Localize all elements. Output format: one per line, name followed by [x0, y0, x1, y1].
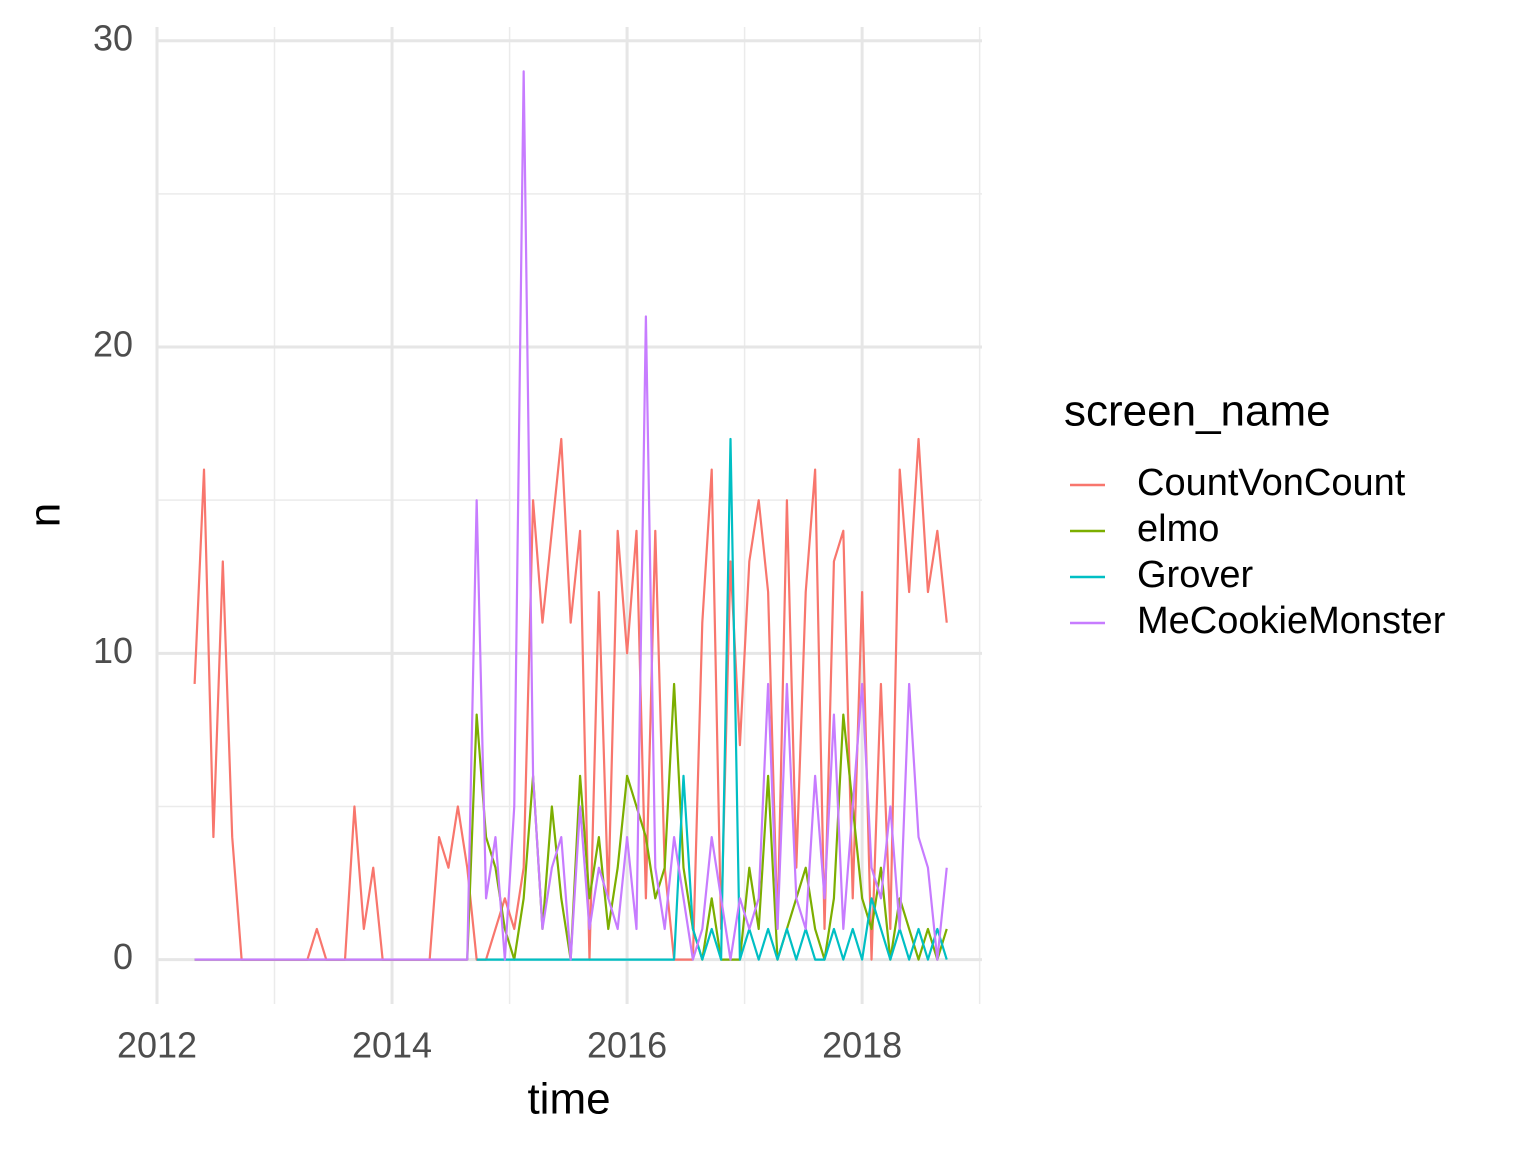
x-axis-title: time [527, 1075, 610, 1124]
y-tick-label: 0 [113, 936, 133, 977]
series-line [193, 437, 948, 961]
x-tick-label: 2016 [587, 1025, 667, 1066]
y-tick-label: 10 [93, 630, 133, 671]
axes: 0 10 20 30 2012 2014 2016 2018 [93, 17, 902, 1065]
y-axis-title: n [21, 503, 70, 527]
x-tick-label: 2018 [822, 1025, 902, 1066]
series-line [194, 70, 948, 961]
legend: screen_name CountVonCountelmoGroverMeCoo… [1064, 387, 1446, 642]
legend-label: Grover [1137, 554, 1253, 596]
legend-label: CountVonCount [1137, 462, 1406, 504]
x-tick-label: 2012 [117, 1025, 197, 1066]
lines [193, 70, 948, 961]
series-line [476, 437, 948, 961]
y-tick-label: 30 [93, 17, 133, 58]
legend-label: elmo [1137, 508, 1219, 550]
x-tick-label: 2014 [352, 1025, 432, 1066]
legend-label: MeCookieMonster [1137, 600, 1446, 642]
legend-title: screen_name [1064, 387, 1331, 436]
y-tick-label: 20 [93, 324, 133, 365]
